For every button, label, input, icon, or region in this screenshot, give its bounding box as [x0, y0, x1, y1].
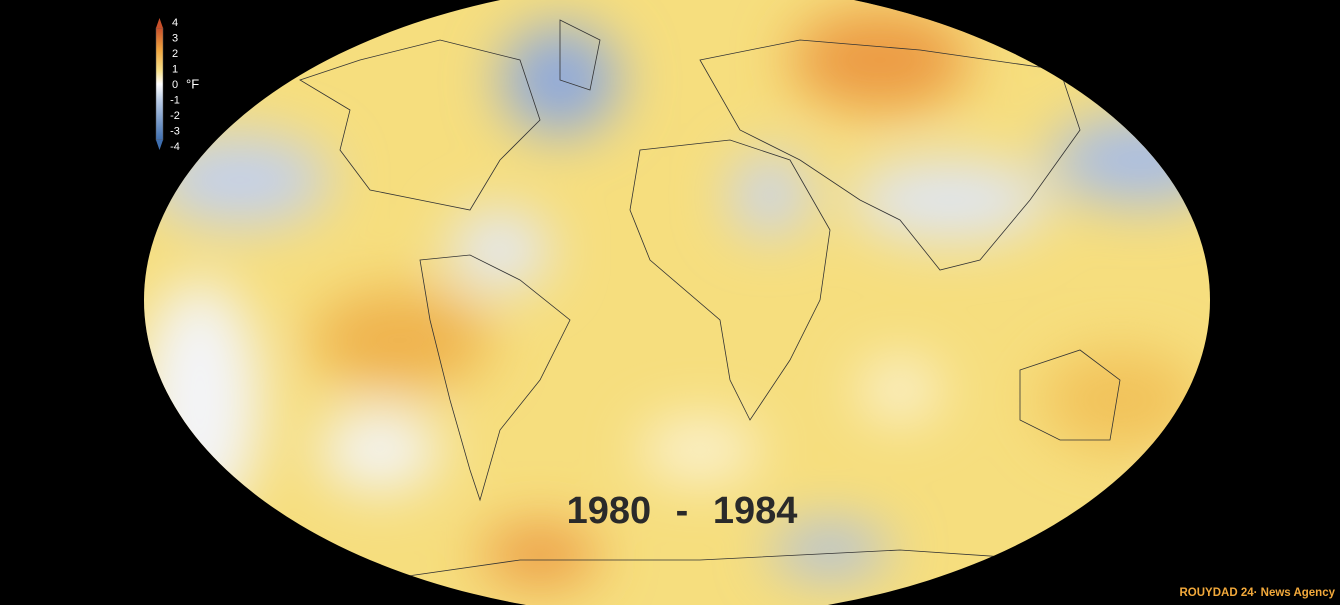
color-bar-arrow: [156, 140, 163, 150]
legend-tick-label: -3: [170, 125, 180, 137]
period-label: 1980 - 1984: [567, 490, 798, 532]
legend-tick-label: 1: [172, 63, 178, 75]
legend-tick-label: -2: [170, 110, 180, 122]
temperature-map: [144, 0, 1210, 605]
color-legend: 4 3 2 1 0 -1 -2 -3 -4 °F: [155, 17, 199, 153]
legend-tick-label: 2: [172, 48, 178, 60]
legend-tick-label: -4: [170, 141, 180, 153]
legend-tick-label: 4: [172, 17, 178, 29]
color-bar-arrow: [156, 18, 163, 28]
color-bar: [155, 27, 164, 141]
watermark: ROUYDAD 24· News Agency: [1179, 587, 1335, 599]
legend-tick-label: -1: [170, 94, 180, 106]
legend-tick-label: 0: [172, 79, 178, 91]
legend-unit: °F: [186, 76, 199, 91]
legend-tick-label: 3: [172, 32, 178, 44]
